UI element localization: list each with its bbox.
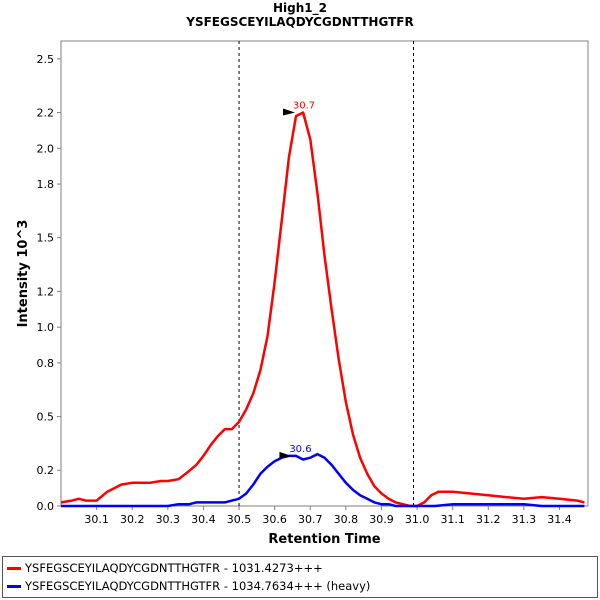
plot-area [60, 40, 589, 507]
y-tick-label: 1.0 [37, 321, 55, 334]
chart-legend: YSFEGSCEYILAQDYCGDNTTHGTFR - 1031.4273++… [2, 556, 598, 598]
y-tick-label: 0.0 [37, 500, 55, 513]
legend-item-light: YSFEGSCEYILAQDYCGDNTTHGTFR - 1031.4273++… [7, 559, 323, 577]
x-tick-label: 30.5 [227, 513, 252, 526]
x-tick-label: 31.2 [476, 513, 501, 526]
x-tick-label: 30.6 [262, 513, 287, 526]
x-tick-label: 30.1 [84, 513, 109, 526]
y-tick-label: 0.2 [37, 464, 55, 477]
x-tick-label: 31.3 [512, 513, 537, 526]
legend-swatch-heavy [7, 584, 21, 588]
y-tick-label: 2.5 [37, 53, 55, 66]
series-line-light [60, 111, 585, 508]
y-tick-label: 0.5 [37, 411, 55, 424]
peak-label: 30.7 [293, 101, 315, 112]
legend-item-heavy: YSFEGSCEYILAQDYCGDNTTHGTFR - 1034.7634++… [7, 577, 370, 595]
chart-canvas: 0.0 0.2 0.5 0.8 1.0 1.2 1.5 1.8 2.0 2.2 2.5 30.1 30.… [16, 40, 589, 547]
legend-swatch-light [7, 566, 21, 570]
peak-marker [279, 451, 292, 459]
y-tick-label: 1.5 [37, 232, 55, 245]
x-tick-label: 30.8 [334, 513, 359, 526]
series-line-heavy [61, 452, 585, 508]
y-tick-label: 2.2 [37, 107, 55, 120]
y-axis-label: Intensity 10^3 [16, 220, 31, 328]
x-tick-label: 30.3 [156, 513, 181, 526]
x-tick-label: 31.1 [440, 513, 465, 526]
y-tick-label: 1.2 [37, 285, 55, 298]
x-tick-label: 31.0 [405, 513, 430, 526]
x-tick-label: 30.2 [120, 513, 145, 526]
x-axis-label: Retention Time [268, 532, 380, 547]
x-tick-label: 30.4 [191, 513, 216, 526]
chart-title: High1_2 [273, 1, 327, 15]
y-tick-label: 1.8 [37, 178, 55, 191]
legend-label-heavy: YSFEGSCEYILAQDYCGDNTTHGTFR - 1034.7634++… [25, 579, 371, 593]
legend-label-light: YSFEGSCEYILAQDYCGDNTTHGTFR - 1031.4273++… [25, 561, 323, 575]
x-tick-label: 30.9 [369, 513, 394, 526]
chart-subtitle: YSFEGSCEYILAQDYCGDNTTHGTFR [186, 15, 414, 29]
y-tick-label: 2.0 [37, 142, 55, 155]
y-tick-label: 0.8 [37, 357, 55, 370]
x-tick-label: 31.4 [547, 513, 572, 526]
x-tick-label: 30.7 [298, 513, 323, 526]
peak-marker [283, 108, 296, 116]
peak-label: 30.6 [289, 444, 311, 455]
